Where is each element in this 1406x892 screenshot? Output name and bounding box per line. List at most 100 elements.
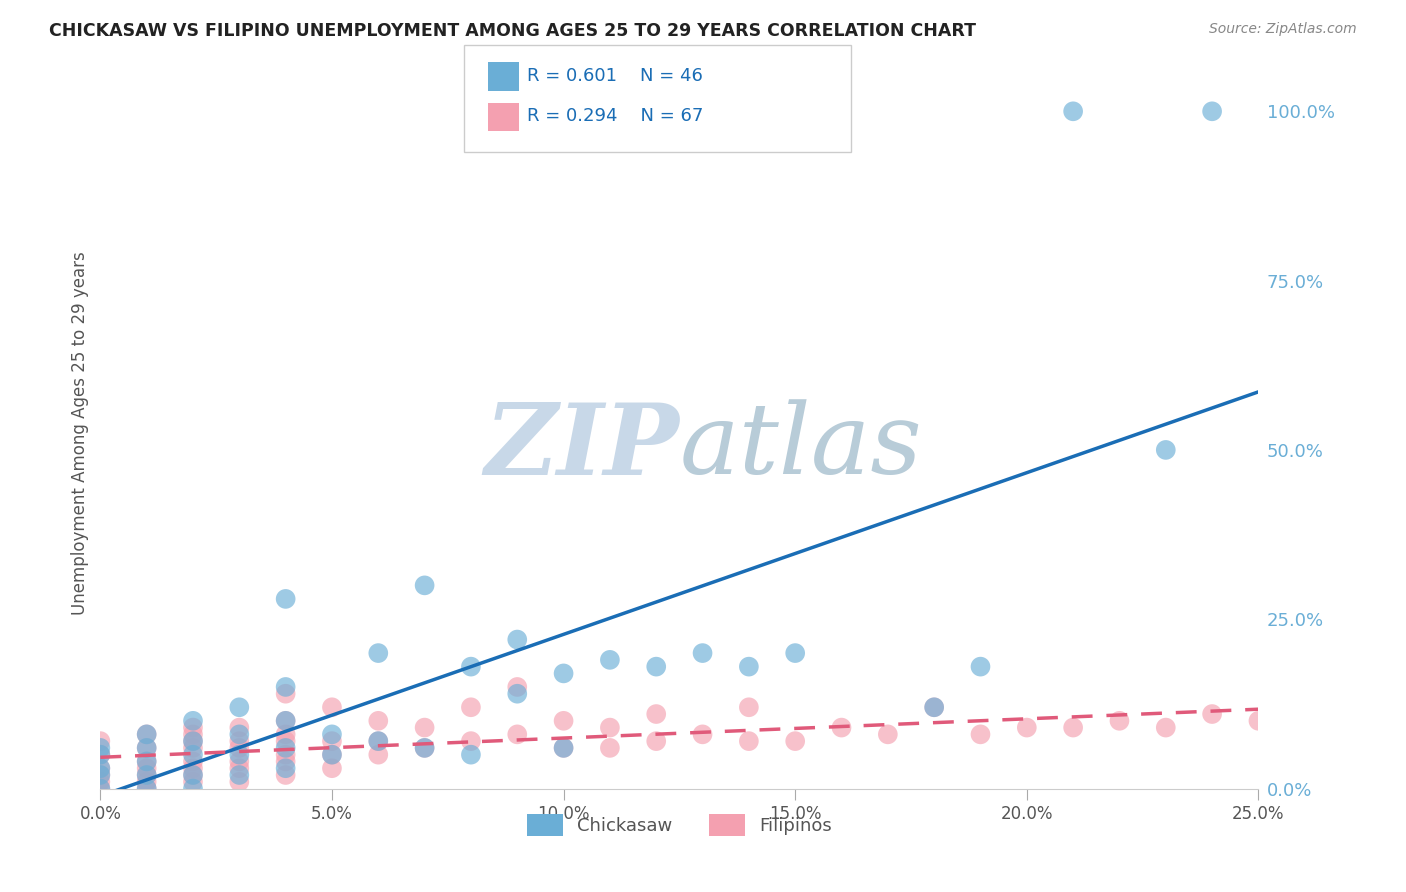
Point	[135, 781, 157, 796]
Point	[460, 734, 482, 748]
Point	[1062, 104, 1084, 119]
Point	[228, 761, 250, 775]
Point	[274, 591, 297, 606]
Point	[89, 747, 111, 762]
Text: atlas: atlas	[679, 400, 922, 495]
Y-axis label: Unemployment Among Ages 25 to 29 years: Unemployment Among Ages 25 to 29 years	[72, 252, 89, 615]
Point	[599, 653, 621, 667]
Point	[553, 666, 575, 681]
Point	[89, 740, 111, 755]
Point	[89, 747, 111, 762]
Point	[89, 761, 111, 775]
Point	[599, 740, 621, 755]
Point	[228, 727, 250, 741]
Point	[321, 727, 343, 741]
Point	[228, 768, 250, 782]
Point	[1108, 714, 1130, 728]
Point	[274, 768, 297, 782]
Point	[89, 768, 111, 782]
Point	[181, 768, 204, 782]
Point	[367, 734, 389, 748]
Point	[228, 755, 250, 769]
Point	[922, 700, 945, 714]
Point	[367, 646, 389, 660]
Point	[1247, 714, 1270, 728]
Point	[228, 700, 250, 714]
Point	[135, 727, 157, 741]
Point	[413, 578, 436, 592]
Point	[969, 727, 991, 741]
Point	[1154, 721, 1177, 735]
Point	[922, 700, 945, 714]
Point	[506, 727, 529, 741]
Point	[599, 721, 621, 735]
Point	[321, 734, 343, 748]
Point	[135, 755, 157, 769]
Point	[645, 706, 668, 721]
Point	[460, 659, 482, 673]
Point	[460, 747, 482, 762]
Point	[135, 781, 157, 796]
Point	[89, 781, 111, 796]
Text: CHICKASAW VS FILIPINO UNEMPLOYMENT AMONG AGES 25 TO 29 YEARS CORRELATION CHART: CHICKASAW VS FILIPINO UNEMPLOYMENT AMONG…	[49, 22, 976, 40]
Point	[181, 781, 204, 796]
Point	[738, 734, 761, 748]
Point	[228, 740, 250, 755]
Point	[181, 721, 204, 735]
Point	[135, 761, 157, 775]
Point	[876, 727, 898, 741]
Point	[89, 761, 111, 775]
Point	[506, 680, 529, 694]
Point	[1062, 721, 1084, 735]
Point	[135, 768, 157, 782]
Point	[135, 740, 157, 755]
Point	[135, 727, 157, 741]
Point	[274, 761, 297, 775]
Point	[785, 734, 807, 748]
Point	[645, 734, 668, 748]
Point	[692, 646, 714, 660]
Point	[274, 687, 297, 701]
Legend: Chickasaw, Filipinos: Chickasaw, Filipinos	[520, 807, 839, 844]
Point	[274, 714, 297, 728]
Point	[553, 740, 575, 755]
Point	[274, 734, 297, 748]
Point	[785, 646, 807, 660]
Point	[89, 734, 111, 748]
Point	[274, 714, 297, 728]
Point	[228, 734, 250, 748]
Point	[135, 740, 157, 755]
Point	[228, 721, 250, 735]
Point	[321, 761, 343, 775]
Point	[1015, 721, 1038, 735]
Point	[413, 721, 436, 735]
Point	[553, 714, 575, 728]
Point	[413, 740, 436, 755]
Text: ZIP: ZIP	[485, 399, 679, 495]
Text: R = 0.601    N = 46: R = 0.601 N = 46	[527, 67, 703, 85]
Point	[135, 768, 157, 782]
Point	[181, 755, 204, 769]
Point	[274, 680, 297, 694]
Point	[135, 755, 157, 769]
Point	[506, 687, 529, 701]
Point	[181, 774, 204, 789]
Point	[321, 747, 343, 762]
Point	[181, 768, 204, 782]
Point	[1154, 442, 1177, 457]
Point	[274, 727, 297, 741]
Point	[135, 774, 157, 789]
Point	[969, 659, 991, 673]
Point	[367, 734, 389, 748]
Point	[89, 768, 111, 782]
Point	[460, 700, 482, 714]
Point	[738, 659, 761, 673]
Point	[181, 714, 204, 728]
Point	[1201, 706, 1223, 721]
Point	[553, 740, 575, 755]
Point	[228, 747, 250, 762]
Point	[1201, 104, 1223, 119]
Point	[181, 734, 204, 748]
Point	[274, 740, 297, 755]
Point	[89, 781, 111, 796]
